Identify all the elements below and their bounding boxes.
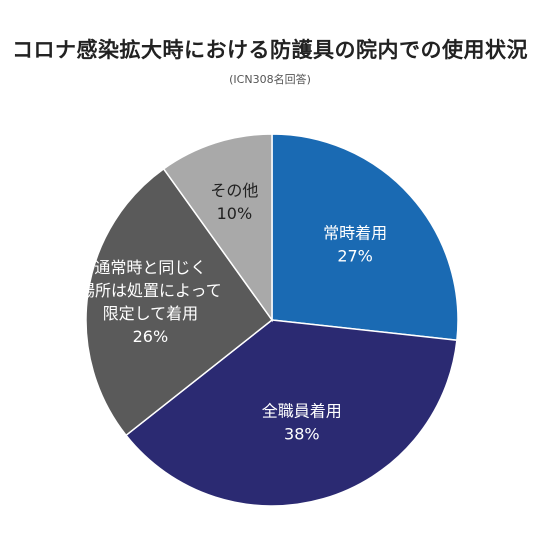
slice-category-label: 全職員着用 xyxy=(262,402,342,421)
pie-slice xyxy=(271,133,459,342)
slice-value-label: 10% xyxy=(217,204,253,223)
slice-value-label: 38% xyxy=(284,425,320,444)
chart-title: コロナ感染拡大時における防護具の院内での使用状況 xyxy=(12,38,528,62)
pie-slices xyxy=(85,133,459,507)
slice-value-label: 26% xyxy=(133,327,169,346)
pie-slice xyxy=(162,133,273,323)
slice-category-label: 限定して着用 xyxy=(103,304,199,323)
pie-slice xyxy=(85,167,274,437)
slice-category-label: その他 xyxy=(210,181,258,200)
slice-category-label: 常時着用 xyxy=(323,224,387,243)
slice-category-label: 場所は処置によって xyxy=(79,281,222,300)
slice-value-label: 27% xyxy=(337,247,373,266)
slice-category-label: 通常時と同じく xyxy=(94,258,206,277)
chart-subtitle: (ICN308名回答) xyxy=(229,73,311,86)
pie-slice xyxy=(125,319,458,507)
